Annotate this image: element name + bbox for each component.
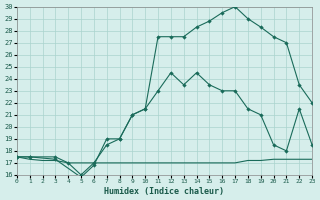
X-axis label: Humidex (Indice chaleur): Humidex (Indice chaleur)	[104, 187, 224, 196]
